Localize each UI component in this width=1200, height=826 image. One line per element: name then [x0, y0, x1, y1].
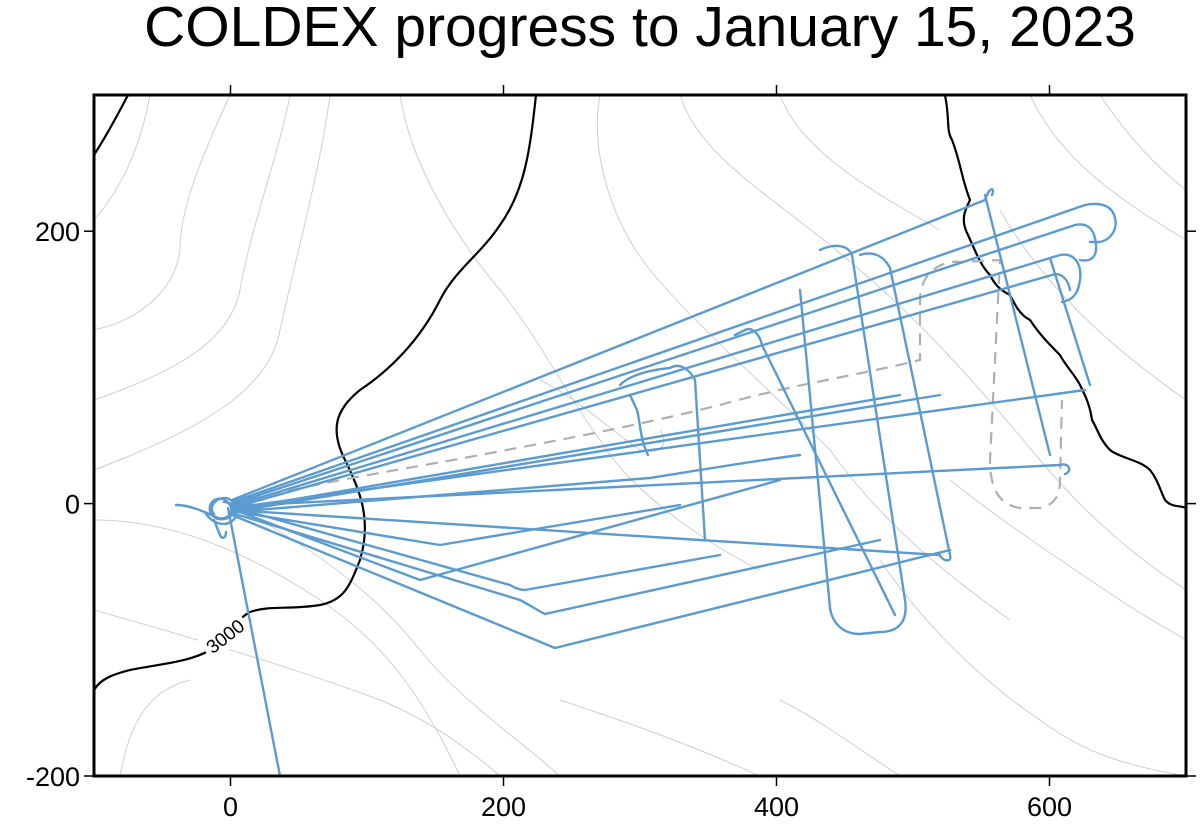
background-contours: [94, 95, 1186, 776]
x-tick-label: 600: [1027, 792, 1072, 822]
planned-route: [229, 258, 1064, 510]
y-tick-label: 0: [65, 490, 80, 520]
contour-label-bg: [197, 610, 253, 662]
y-tick-label: 200: [35, 217, 80, 247]
map-background: [94, 95, 1186, 776]
map-plot-area: 3000: [94, 95, 1186, 776]
x-tick-label: 0: [223, 792, 238, 822]
coastline: [943, 95, 1186, 510]
map-title: COLDEX progress to January 15, 2023: [144, 0, 1136, 59]
y-tick-label: -200: [26, 762, 80, 792]
axes: 0 200 400 600 -200 0 200: [26, 85, 1196, 822]
x-tick-label: 400: [754, 792, 799, 822]
contour-3000: [94, 95, 538, 691]
x-tick-label: 200: [481, 792, 526, 822]
flight-lines: [174, 188, 1117, 776]
map-frame: [92, 93, 1188, 778]
